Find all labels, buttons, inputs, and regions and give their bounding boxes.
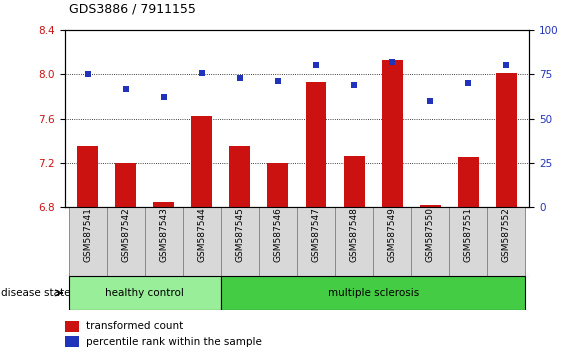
Text: GSM587552: GSM587552 — [502, 207, 511, 262]
Bar — [449, 207, 488, 276]
Bar — [488, 207, 525, 276]
Bar — [297, 207, 335, 276]
Text: GSM587549: GSM587549 — [388, 207, 397, 262]
Text: GSM587546: GSM587546 — [274, 207, 283, 262]
Bar — [183, 207, 221, 276]
Bar — [65, 321, 79, 332]
Point — [502, 63, 511, 68]
Bar — [115, 163, 136, 207]
Text: GSM587545: GSM587545 — [235, 207, 244, 262]
Bar — [373, 207, 411, 276]
Bar — [306, 82, 327, 207]
Bar — [106, 207, 145, 276]
Text: transformed count: transformed count — [86, 321, 183, 331]
Text: percentile rank within the sample: percentile rank within the sample — [86, 337, 262, 347]
Text: GSM587544: GSM587544 — [197, 207, 206, 262]
Bar — [335, 207, 373, 276]
Point — [311, 63, 320, 68]
Text: GSM587547: GSM587547 — [311, 207, 320, 262]
Text: GSM587541: GSM587541 — [83, 207, 92, 262]
Text: GDS3886 / 7911155: GDS3886 / 7911155 — [69, 3, 196, 16]
Bar — [411, 207, 449, 276]
Bar — [496, 73, 517, 207]
Bar — [343, 156, 365, 207]
Point — [197, 70, 206, 75]
Bar — [221, 276, 525, 310]
Point — [274, 79, 283, 84]
Bar — [153, 201, 174, 207]
Bar — [267, 163, 288, 207]
Point — [350, 82, 359, 88]
Text: GSM587543: GSM587543 — [159, 207, 168, 262]
Text: disease state: disease state — [1, 288, 70, 298]
Text: GSM587548: GSM587548 — [350, 207, 359, 262]
Text: GSM587551: GSM587551 — [464, 207, 473, 262]
Bar — [382, 60, 403, 207]
Point — [388, 59, 397, 65]
Point — [121, 86, 130, 91]
Bar — [65, 336, 79, 347]
Bar — [77, 146, 98, 207]
Bar — [145, 207, 183, 276]
Bar — [420, 205, 441, 207]
Point — [83, 72, 92, 77]
Bar — [458, 157, 479, 207]
Bar — [191, 116, 212, 207]
Bar — [229, 146, 251, 207]
Text: multiple sclerosis: multiple sclerosis — [328, 288, 419, 298]
Point — [464, 80, 473, 86]
Point — [235, 75, 244, 81]
Point — [159, 95, 168, 100]
Text: GSM587550: GSM587550 — [426, 207, 435, 262]
Text: GSM587542: GSM587542 — [121, 207, 130, 262]
Bar — [259, 207, 297, 276]
Text: healthy control: healthy control — [105, 288, 184, 298]
Point — [426, 98, 435, 104]
Bar — [69, 276, 221, 310]
Bar — [69, 207, 106, 276]
Bar — [221, 207, 259, 276]
